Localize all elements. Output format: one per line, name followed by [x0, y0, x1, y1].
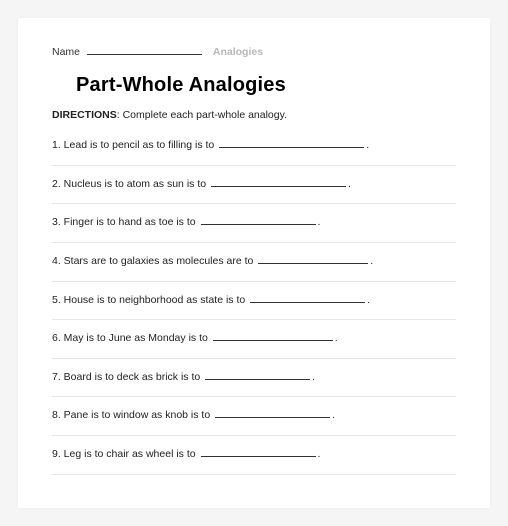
question-text: 2. Nucleus is to atom as sun is to	[52, 178, 209, 190]
question-item: 1. Lead is to pencil as to filling is to…	[52, 139, 456, 166]
directions-label: DIRECTIONS	[52, 109, 117, 121]
answer-blank[interactable]	[215, 417, 330, 418]
directions: DIRECTIONS: Complete each part-whole ana…	[52, 109, 456, 121]
question-text: 5. House is to neighborhood as state is …	[52, 294, 248, 306]
answer-blank[interactable]	[211, 186, 346, 187]
question-item: 7. Board is to deck as brick is to .	[52, 371, 456, 398]
question-text: 4. Stars are to galaxies as molecules ar…	[52, 255, 256, 267]
worksheet-page: Name Analogies Part-Whole Analogies DIRE…	[18, 18, 490, 508]
answer-blank[interactable]	[201, 224, 316, 225]
question-period: .	[367, 294, 370, 306]
worksheet-category: Analogies	[213, 46, 263, 58]
question-period: .	[318, 448, 321, 460]
question-item: 8. Pane is to window as knob is to .	[52, 409, 456, 436]
answer-blank[interactable]	[201, 456, 316, 457]
answer-blank[interactable]	[205, 379, 310, 380]
page-title: Part-Whole Analogies	[76, 74, 456, 97]
question-text: 1. Lead is to pencil as to filling is to	[52, 139, 217, 151]
question-item: 9. Leg is to chair as wheel is to .	[52, 448, 456, 475]
question-period: .	[332, 409, 335, 421]
question-period: .	[312, 371, 315, 383]
question-item: 6. May is to June as Monday is to .	[52, 332, 456, 359]
question-period: .	[318, 216, 321, 228]
name-blank[interactable]	[87, 54, 202, 55]
question-text: 7. Board is to deck as brick is to	[52, 371, 203, 383]
question-text: 9. Leg is to chair as wheel is to	[52, 448, 199, 460]
question-text: 6. May is to June as Monday is to	[52, 332, 211, 344]
answer-blank[interactable]	[213, 340, 333, 341]
question-text: 3. Finger is to hand as toe is to	[52, 216, 199, 228]
question-period: .	[348, 178, 351, 190]
question-item: 4. Stars are to galaxies as molecules ar…	[52, 255, 456, 282]
name-label: Name	[52, 46, 80, 58]
answer-blank[interactable]	[219, 147, 364, 148]
directions-text: : Complete each part-whole analogy.	[117, 109, 287, 121]
question-item: 3. Finger is to hand as toe is to .	[52, 216, 456, 243]
question-period: .	[370, 255, 373, 267]
question-period: .	[366, 139, 369, 151]
question-list: 1. Lead is to pencil as to filling is to…	[52, 139, 456, 487]
answer-blank[interactable]	[258, 263, 368, 264]
question-period: .	[335, 332, 338, 344]
question-text: 8. Pane is to window as knob is to	[52, 409, 213, 421]
answer-blank[interactable]	[250, 302, 365, 303]
header-line: Name Analogies	[52, 46, 456, 58]
question-item: 5. House is to neighborhood as state is …	[52, 294, 456, 321]
question-item: 2. Nucleus is to atom as sun is to .	[52, 178, 456, 205]
